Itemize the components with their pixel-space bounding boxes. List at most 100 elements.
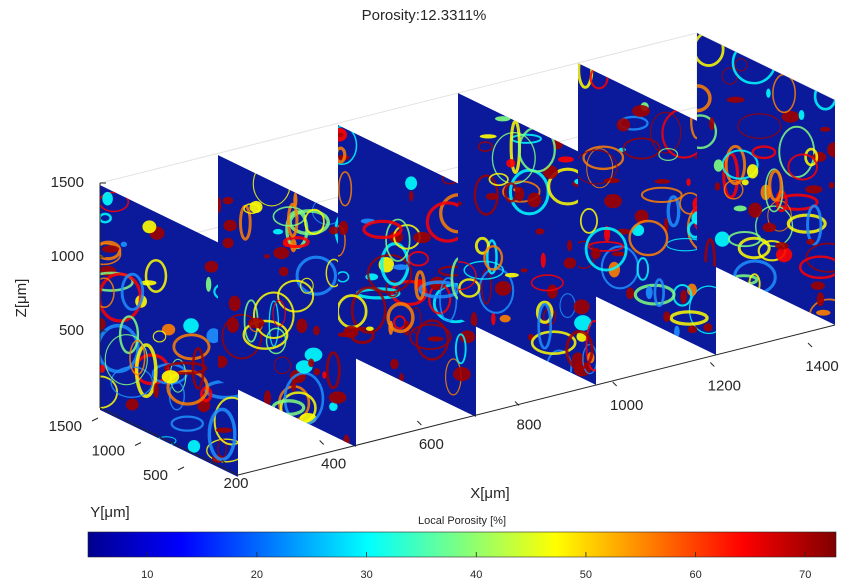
pore-ring xyxy=(277,279,315,313)
x-tick-label: 200 xyxy=(223,475,248,492)
pore-blob xyxy=(713,159,724,172)
pore-blob xyxy=(215,427,233,433)
pore-blob xyxy=(458,201,462,206)
pore-ring xyxy=(100,271,134,292)
slice-background xyxy=(578,63,716,355)
pore-ring xyxy=(653,278,665,308)
pore-ring xyxy=(295,255,338,296)
pore-ring xyxy=(480,268,492,305)
pore-blob xyxy=(819,126,831,132)
pore-ring xyxy=(530,274,564,292)
slice xyxy=(697,33,835,325)
pore-ring xyxy=(458,278,481,298)
z-axis-label: Z[μm] xyxy=(13,279,30,318)
pore-blob xyxy=(590,247,601,260)
pore-blob xyxy=(313,368,321,376)
pore-blob xyxy=(573,299,590,315)
pore-ring xyxy=(622,137,661,160)
pore-blob xyxy=(547,284,558,299)
pore-ring xyxy=(362,219,403,240)
pore-blob xyxy=(816,309,831,316)
x-axis-line xyxy=(237,324,836,476)
pore-blob xyxy=(183,318,199,334)
pore-blob xyxy=(485,192,499,201)
pore-blob xyxy=(733,205,747,212)
pore-blob xyxy=(102,191,113,206)
pore-ring xyxy=(754,205,794,248)
pore-blob xyxy=(540,252,546,268)
slice-background xyxy=(218,155,356,447)
pore-ring xyxy=(265,327,287,355)
pore-ring xyxy=(724,144,747,186)
pore-blob xyxy=(125,398,139,411)
pore-ring xyxy=(767,200,792,232)
pore-ring xyxy=(252,291,295,340)
x-tick-label: 800 xyxy=(516,416,541,433)
pore-blob xyxy=(816,292,825,307)
pore-ring xyxy=(350,286,387,334)
pore-ring xyxy=(272,299,286,327)
pore-blob xyxy=(218,355,228,368)
slice xyxy=(100,185,238,477)
colorbar-tick-label: 60 xyxy=(689,569,701,581)
pore-blob xyxy=(775,247,793,263)
pore-blob xyxy=(161,323,176,336)
axis-lines xyxy=(99,183,836,476)
pore-blob xyxy=(781,111,800,123)
pore-ring xyxy=(407,251,430,267)
pore-ring xyxy=(486,239,498,275)
pore-blob xyxy=(766,88,771,98)
pore-ring xyxy=(100,277,115,309)
pore-blob xyxy=(687,325,698,334)
pore-ring xyxy=(338,271,350,283)
pore-blob xyxy=(409,190,414,202)
pore-blob xyxy=(686,283,697,297)
pore-blob xyxy=(405,176,418,191)
slices xyxy=(100,33,835,477)
pore-ring xyxy=(734,58,748,72)
pore-ring xyxy=(304,208,325,235)
colorbar-tick-label: 10 xyxy=(141,569,153,581)
pore-ring xyxy=(477,141,493,153)
pore-ring xyxy=(658,147,679,161)
pore-ring xyxy=(439,277,458,323)
pore-ring xyxy=(805,242,835,273)
pore-blob xyxy=(616,118,631,132)
x-tick xyxy=(709,362,715,367)
pore-blob xyxy=(515,186,525,202)
colorbar-tick-label: 70 xyxy=(799,569,811,581)
colorbar-tick-label: 20 xyxy=(251,569,263,581)
pore-ring xyxy=(286,202,299,238)
pore-ring xyxy=(697,33,725,67)
pore-ring xyxy=(163,361,208,375)
pore-blob xyxy=(495,116,511,122)
z-tick-label: 1000 xyxy=(51,248,84,265)
pore-blob xyxy=(557,156,574,163)
pore-blob xyxy=(714,182,721,191)
pore-blob xyxy=(329,402,338,412)
pore-blob xyxy=(634,209,649,224)
pore-blob xyxy=(674,325,680,338)
y-axis-line xyxy=(99,407,239,476)
pore-ring xyxy=(582,343,596,375)
pore-ring xyxy=(488,172,509,187)
pore-blob xyxy=(304,347,323,362)
pore-ring xyxy=(454,333,467,365)
pore-ring xyxy=(669,310,709,326)
pore-blob xyxy=(205,276,212,292)
pore-ring xyxy=(338,225,346,257)
x-tick xyxy=(416,420,422,426)
pore-ring xyxy=(221,313,263,360)
pore-ring xyxy=(585,320,596,372)
pore-ring xyxy=(806,204,823,246)
y-tick-label: 1000 xyxy=(92,442,125,459)
pore-blob xyxy=(805,185,823,194)
pore-blob xyxy=(222,196,234,205)
pore-blob xyxy=(542,165,558,179)
pore-ring xyxy=(100,212,112,224)
pore-blob xyxy=(247,317,265,329)
pore-ring xyxy=(649,111,682,154)
pore-ring xyxy=(152,330,167,343)
pore-blob xyxy=(828,182,835,189)
